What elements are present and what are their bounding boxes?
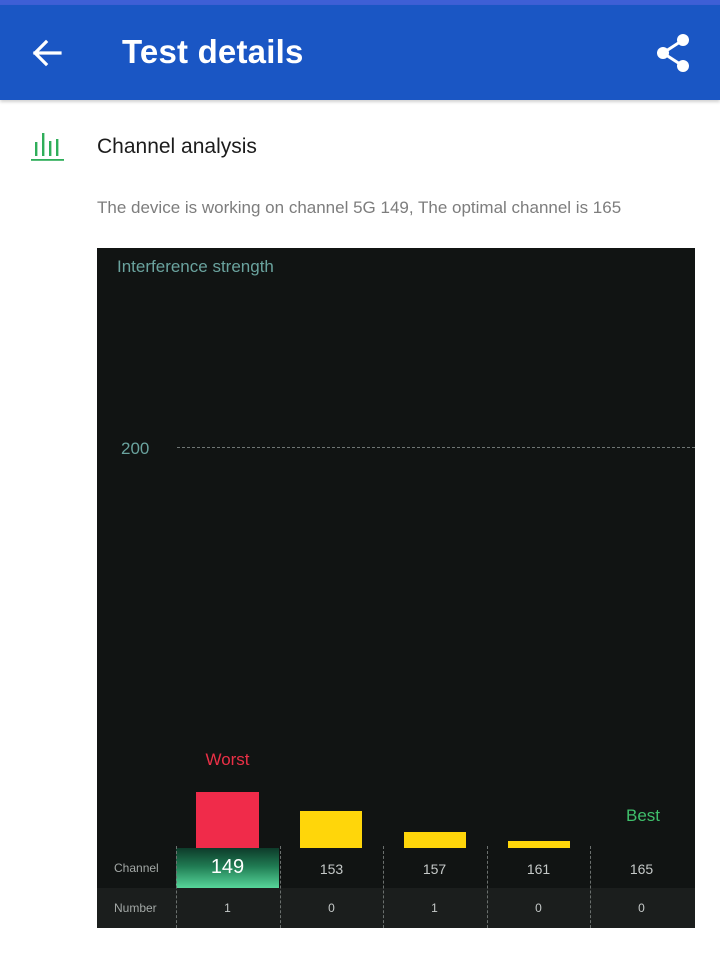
bar-channel-157: [404, 832, 466, 848]
column-divider: [176, 846, 177, 928]
column-divider: [487, 846, 488, 928]
channel-tick-label: 153: [319, 861, 344, 877]
number-value-label: 0: [638, 901, 645, 915]
bar-channel-161: [508, 841, 570, 848]
selected-channel-label: 149: [210, 856, 245, 878]
bar-channel-149: [196, 792, 259, 848]
column-divider: [590, 846, 591, 928]
share-button[interactable]: [650, 30, 696, 76]
channel-tick-label: 157: [422, 861, 447, 877]
worst-label: Worst: [205, 750, 250, 769]
bar-channel-153: [300, 811, 362, 848]
column-divider: [383, 846, 384, 928]
reference-line: [177, 447, 695, 448]
selected-channel-highlight: [176, 848, 279, 888]
share-icon: [657, 34, 689, 72]
best-label: Best: [625, 806, 661, 825]
number-row-label: Number: [114, 901, 157, 915]
status-bar: [0, 0, 720, 5]
channel-chart: Interference strength 200 Channel Number…: [97, 248, 695, 928]
number-value-label: 1: [224, 901, 231, 915]
channel-tick-label: 165: [629, 861, 654, 877]
chart-y-label: Interference strength: [117, 257, 274, 276]
channel-tick-label: 161: [526, 861, 551, 877]
number-value-label: 1: [431, 901, 438, 915]
app-bar: Test details: [0, 5, 720, 100]
arrow-left-icon: [32, 39, 62, 67]
number-row-band: [97, 888, 695, 928]
channel-row-label: Channel: [114, 861, 159, 875]
bar-chart-icon: [31, 133, 64, 161]
number-value-label: 0: [535, 901, 542, 915]
back-button[interactable]: [26, 32, 68, 74]
page-title: Test details: [122, 33, 304, 70]
column-divider: [280, 846, 281, 928]
section-title: Channel analysis: [97, 135, 257, 158]
number-value-label: 0: [328, 901, 335, 915]
channel-description: The device is working on channel 5G 149,…: [97, 198, 622, 217]
reference-value-label: 200: [121, 439, 150, 458]
